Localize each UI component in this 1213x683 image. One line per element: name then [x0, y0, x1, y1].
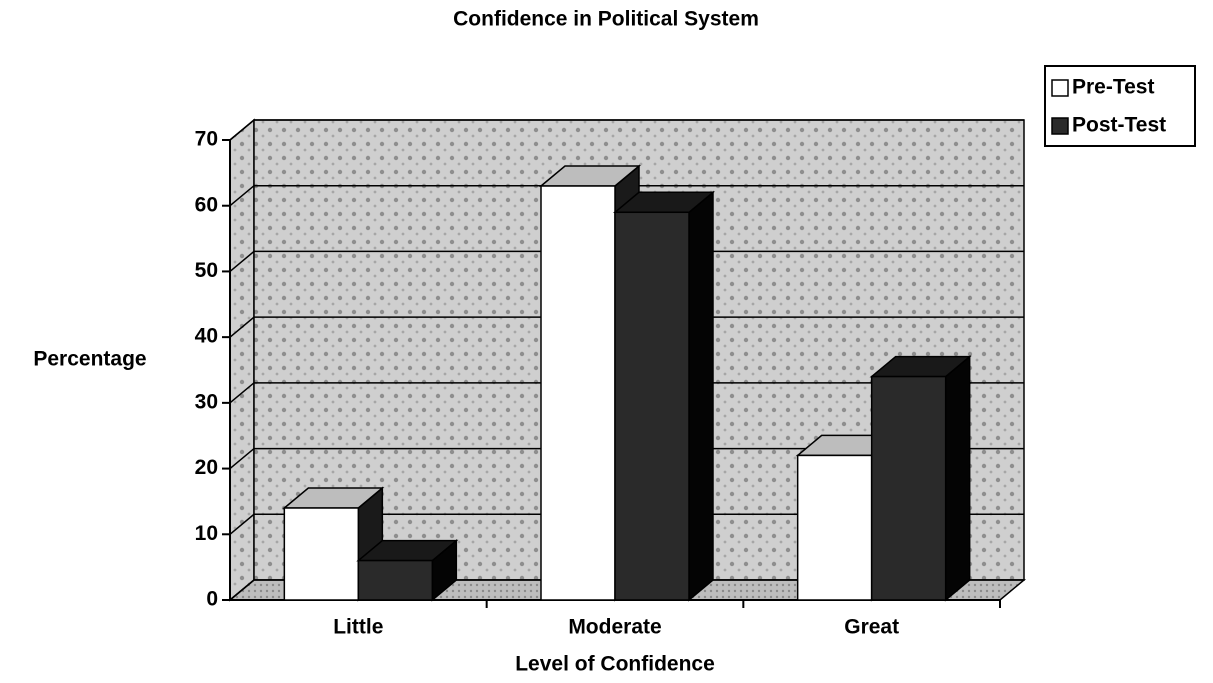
bar-side: [688, 190, 714, 602]
bar: [870, 375, 947, 601]
y-tick-label: 60: [195, 193, 218, 216]
bar: [540, 185, 616, 601]
bar: [357, 559, 434, 601]
y-tick-label: 10: [195, 522, 218, 545]
grid-line: [229, 316, 1024, 338]
grid-line: [229, 119, 1024, 141]
legend-label: Post-Test: [1072, 114, 1166, 137]
bar-side: [944, 354, 971, 602]
grid-line: [229, 579, 1024, 601]
grid-line: [229, 250, 1024, 273]
bar: [283, 507, 360, 601]
legend-box: [1044, 65, 1196, 147]
grid-line: [229, 184, 1024, 207]
bar: [796, 454, 873, 601]
y-tick-label: 0: [206, 588, 218, 611]
x-tick-label: Great: [844, 616, 899, 639]
bar: [614, 211, 690, 601]
x-axis-label: Level of Confidence: [515, 653, 715, 676]
x-tick-label: Moderate: [568, 616, 661, 639]
y-axis-label: Percentage: [33, 348, 146, 371]
y-tick-label: 20: [195, 456, 218, 479]
y-tick-label: 30: [195, 390, 218, 413]
legend-swatch: [1051, 79, 1069, 97]
chart-title: Confidence in Political System: [453, 8, 759, 31]
x-tick-label: Little: [333, 616, 383, 639]
side-wall: [229, 118, 255, 602]
legend-label: Pre-Test: [1072, 76, 1154, 99]
y-tick-label: 70: [195, 128, 218, 151]
grid-line: [229, 382, 1024, 404]
y-tick-label: 50: [195, 259, 218, 282]
grid-line: [229, 447, 1024, 470]
legend-swatch: [1051, 117, 1069, 135]
y-tick-label: 40: [195, 325, 218, 348]
grid-line: [229, 513, 1024, 535]
